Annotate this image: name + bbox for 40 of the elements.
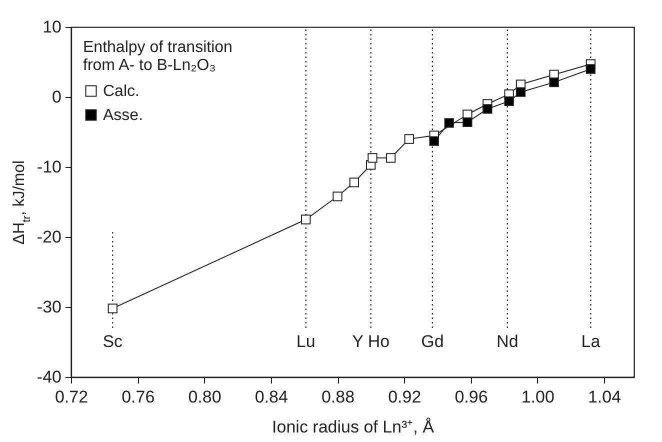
ref-line-label: Nd — [496, 332, 518, 351]
y-tick-label: -40 — [36, 368, 62, 386]
legend-label: Calc. — [103, 83, 140, 100]
point — [108, 304, 118, 314]
point — [549, 77, 559, 88]
legend-label: Asse. — [103, 107, 144, 124]
ref-line-label: Sc — [102, 332, 124, 351]
point — [429, 136, 439, 146]
point — [586, 64, 596, 74]
x-tick-label: 0.80 — [188, 388, 222, 406]
point — [332, 192, 342, 202]
x-tick-label: 0.92 — [388, 388, 422, 406]
y-tick-label: 10 — [42, 18, 62, 36]
x-tick-label: 0.96 — [454, 388, 488, 406]
y-tick-label: -30 — [36, 298, 62, 316]
point — [462, 117, 472, 128]
legend-title: Enthalpy of transition from A- to B-Ln₂O₃ — [83, 39, 232, 74]
point — [349, 178, 359, 188]
ref-line-label: Gd — [421, 332, 444, 351]
x-tick-label: 0.76 — [122, 388, 155, 406]
point — [386, 153, 396, 163]
point — [504, 96, 514, 106]
ref-line-label: Lu — [296, 332, 316, 351]
point — [444, 118, 454, 128]
point — [404, 134, 414, 144]
y-tick-label: 0 — [52, 88, 62, 106]
x-tick-label: 1.04 — [588, 388, 622, 406]
point — [368, 153, 378, 163]
point — [516, 87, 526, 97]
x-tick-label: 1.00 — [521, 388, 554, 406]
x-tick-label: 0.88 — [321, 388, 355, 406]
point — [482, 104, 492, 114]
ref-line-label: Y Ho — [352, 332, 390, 351]
x-tick-label: 0.72 — [54, 388, 88, 406]
x-tick-label: 0.84 — [254, 388, 288, 406]
x-axis-title: Ionic radius of Ln³⁺, Å — [272, 418, 435, 436]
point — [301, 214, 311, 224]
ref-line-label: La — [581, 332, 601, 351]
y-tick-label: -20 — [36, 228, 62, 246]
y-tick-label: -10 — [36, 158, 62, 176]
